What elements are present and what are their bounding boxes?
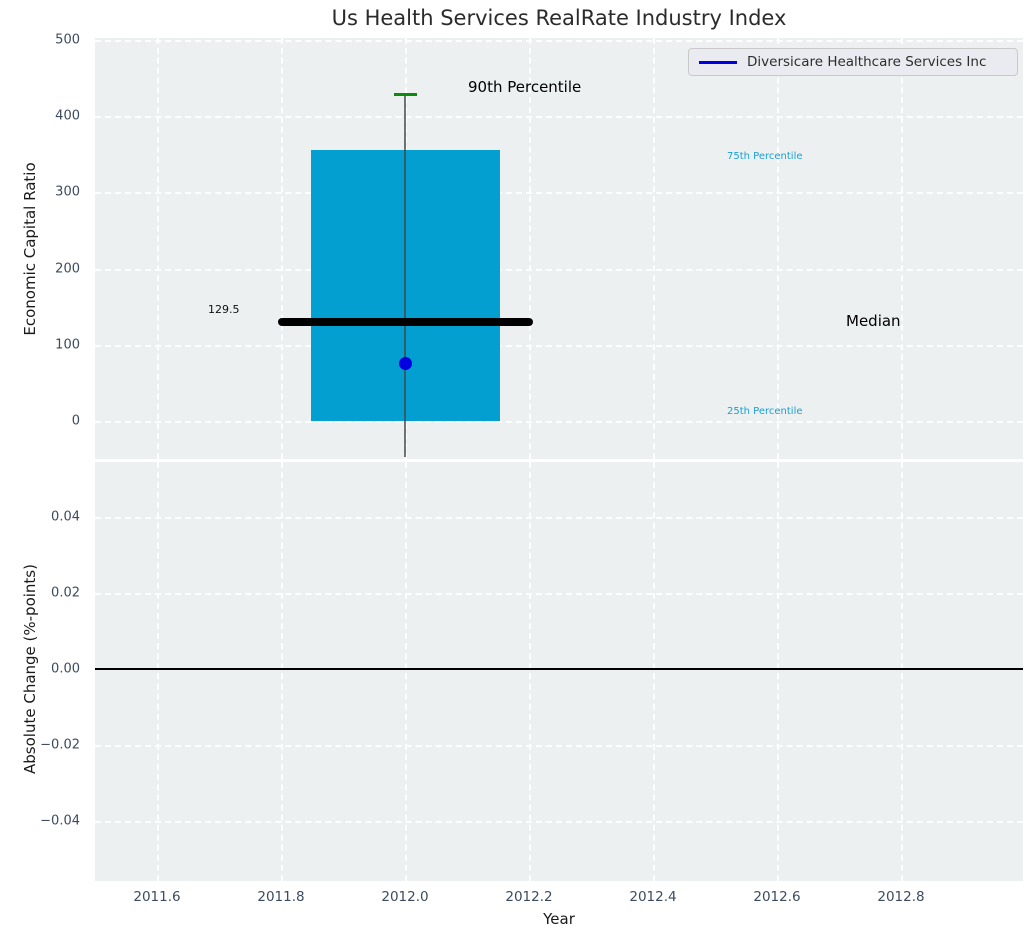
gridline bbox=[281, 462, 283, 881]
gridline bbox=[95, 116, 1023, 118]
bottom-ylabel: Absolute Change (%-points) bbox=[21, 564, 39, 774]
ytick-label: −0.04 bbox=[40, 813, 80, 829]
gridline bbox=[95, 40, 1023, 42]
ytick-label: 200 bbox=[55, 261, 80, 277]
p90-label: 90th Percentile bbox=[468, 78, 582, 96]
chart-title: Us Health Services RealRate Industry Ind… bbox=[331, 6, 787, 30]
gridline bbox=[529, 38, 531, 459]
ytick-label: 100 bbox=[55, 337, 80, 353]
ytick-label: 0.02 bbox=[51, 585, 80, 601]
ytick-label: 0.00 bbox=[51, 661, 80, 677]
top-plot-area: 90th Percentile 75th Percentile Median 2… bbox=[95, 38, 1023, 459]
ytick-label: 500 bbox=[55, 32, 80, 48]
gridline bbox=[901, 462, 903, 881]
ytick-label: −0.02 bbox=[40, 737, 80, 753]
gridline bbox=[777, 462, 779, 881]
company-point bbox=[399, 356, 412, 370]
gridline bbox=[95, 745, 1023, 747]
legend-label: Diversicare Healthcare Services Inc bbox=[747, 54, 987, 70]
xtick-label: 2012.6 bbox=[753, 889, 801, 905]
bottom-plot-area bbox=[95, 462, 1023, 881]
ytick-label: 400 bbox=[55, 108, 80, 124]
gridline bbox=[653, 38, 655, 459]
gridline bbox=[95, 345, 1023, 347]
gridline bbox=[529, 462, 531, 881]
xtick-label: 2012.8 bbox=[877, 889, 925, 905]
gridline bbox=[95, 421, 1023, 423]
median-line bbox=[277, 317, 533, 326]
ytick-label: 0 bbox=[71, 413, 80, 429]
gridline bbox=[281, 38, 283, 459]
ytick-label: 300 bbox=[55, 184, 80, 200]
gridline bbox=[95, 517, 1023, 519]
median-value-label: 129.5 bbox=[208, 303, 240, 316]
whisker-line bbox=[404, 95, 406, 457]
xlabel: Year bbox=[543, 910, 575, 928]
gridline bbox=[777, 38, 779, 459]
p25-label: 25th Percentile bbox=[727, 406, 803, 417]
gridline bbox=[157, 462, 159, 881]
xtick-label: 2012.2 bbox=[505, 889, 553, 905]
gridline bbox=[95, 269, 1023, 271]
xtick-label: 2012.4 bbox=[629, 889, 677, 905]
gridline bbox=[95, 593, 1023, 595]
gridline bbox=[405, 462, 407, 881]
gridline bbox=[95, 821, 1023, 823]
xtick-label: 2011.6 bbox=[133, 889, 181, 905]
ytick-label: 0.04 bbox=[51, 509, 80, 525]
gridline bbox=[157, 38, 159, 459]
legend: Diversicare Healthcare Services Inc bbox=[688, 48, 1018, 76]
xtick-label: 2012.0 bbox=[381, 889, 429, 905]
p90-cap bbox=[393, 93, 417, 96]
p75-label: 75th Percentile bbox=[727, 151, 803, 162]
gridline bbox=[95, 192, 1023, 194]
gridline bbox=[901, 38, 903, 459]
zero-line bbox=[95, 668, 1023, 670]
top-ylabel: Economic Capital Ratio bbox=[21, 162, 39, 336]
xtick-label: 2011.8 bbox=[257, 889, 305, 905]
gridline bbox=[653, 462, 655, 881]
legend-line-icon bbox=[699, 60, 737, 64]
median-label: Median bbox=[846, 312, 901, 330]
